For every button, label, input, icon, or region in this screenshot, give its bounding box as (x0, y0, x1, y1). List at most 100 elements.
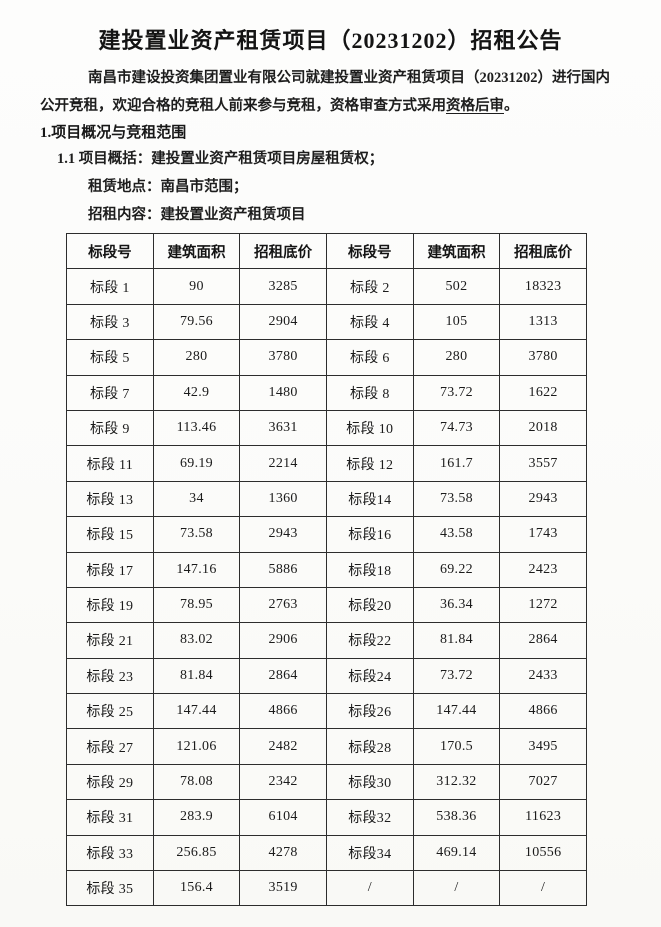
table-row: 标段 5 280 3780 标段 6 280 3780 (66, 339, 587, 376)
table-cell: 2342 (239, 763, 327, 801)
table-cell: 73.72 (412, 657, 501, 695)
table-cell: 78.95 (152, 586, 241, 624)
bid-sections-table-head: 标段号 建筑面积 招租底价 标段号 建筑面积 招租底价 (66, 232, 587, 270)
table-cell: 标段34 (325, 834, 414, 872)
table-cell: 标段 3 (66, 303, 154, 341)
table-cell: 标段16 (325, 516, 414, 553)
intro-paragraph: 南昌市建设投资集团置业有限公司就建投置业资产租赁项目（20231202）进行国内… (40, 64, 627, 120)
table-cell: 标段 9 (66, 409, 154, 447)
table-cell: 1480 (239, 374, 327, 411)
table-cell: 280 (412, 339, 501, 376)
table-cell: 11623 (499, 799, 587, 836)
table-cell: 502 (412, 268, 501, 305)
table-row: 标段 7 42.9 1480 标段 8 73.72 1622 (66, 374, 587, 411)
table-cell: 34 (152, 480, 241, 518)
table-cell: 147.44 (412, 693, 501, 730)
bid-sections-table: 标段号 建筑面积 招租底价 标段号 建筑面积 招租底价 标段 1 90 3285 标段 2 502… (66, 232, 587, 907)
table-cell: 标段 33 (66, 834, 154, 872)
table-cell: 3557 (499, 445, 587, 482)
table-cell: 73.58 (152, 516, 241, 553)
table-cell: 42.9 (152, 374, 241, 411)
table-cell: 4278 (239, 834, 327, 872)
table-cell: 2423 (499, 551, 587, 588)
table-cell: 标段18 (325, 551, 414, 588)
table-cell: 标段 11 (66, 445, 154, 482)
table-cell: / (412, 870, 501, 907)
table-cell: 2482 (239, 728, 327, 765)
table-cell: 标段 31 (66, 799, 154, 836)
table-header-cell: 标段号 (325, 232, 414, 270)
table-row: 标段 15 73.58 2943 标段16 43.58 1743 (66, 516, 587, 553)
table-cell: 3495 (499, 728, 587, 765)
table-cell: 标段14 (325, 480, 414, 518)
table-row: 标段 29 78.08 2342 标段30 312.32 7027 (66, 763, 587, 801)
table-row: 标段 13 34 1360 标段14 73.58 2943 (66, 480, 587, 518)
table-cell: 标段 4 (325, 303, 414, 341)
table-cell: 1272 (499, 586, 587, 624)
table-cell: 标段 21 (66, 622, 154, 659)
table-cell: 2214 (239, 445, 327, 482)
table-cell: 280 (152, 339, 241, 376)
table-cell: 3285 (239, 268, 327, 305)
table-cell: 标段 15 (66, 516, 154, 553)
table-cell: 标段28 (325, 728, 414, 765)
table-cell: 标段 25 (66, 693, 154, 730)
table-cell: 538.36 (412, 799, 501, 836)
table-cell: 73.72 (412, 374, 501, 411)
table-cell: 43.58 (412, 516, 501, 553)
table-cell: 256.85 (152, 834, 241, 872)
table-header-cell: 标段号 (66, 232, 154, 270)
table-cell: 2943 (499, 480, 587, 518)
table-cell: 147.44 (152, 693, 241, 730)
table-cell: 2018 (499, 409, 587, 447)
table-cell: 74.73 (412, 409, 501, 447)
table-header-row: 标段号 建筑面积 招租底价 标段号 建筑面积 招租底价 (66, 232, 587, 270)
section-1-heading: 1.项目概况与竞租范围 (40, 125, 187, 141)
table-cell: 标段 6 (325, 339, 414, 376)
table-row: 标段 17 147.16 5886 标段18 69.22 2423 (66, 551, 587, 588)
table-cell: 18323 (499, 268, 587, 305)
table-cell: 2864 (499, 622, 587, 659)
table-row: 标段 9 113.46 3631 标段 10 74.73 2018 (66, 409, 587, 447)
table-row: 标段 1 90 3285 标段 2 502 18323 (66, 268, 587, 305)
table-cell: 283.9 (152, 799, 241, 836)
table-cell: 标段26 (325, 693, 414, 730)
table-cell: 83.02 (152, 622, 241, 659)
table-cell: 4866 (239, 693, 327, 730)
table-cell: 81.84 (412, 622, 501, 659)
table-cell: 161.7 (412, 445, 501, 482)
table-cell: 2433 (499, 657, 587, 695)
table-cell: 标段 17 (66, 551, 154, 588)
qualification-review-underlined-text: 资格后审 (446, 98, 504, 114)
table-cell: 标段 8 (325, 374, 414, 411)
table-cell: 1313 (499, 303, 587, 341)
table-cell: 3780 (239, 339, 327, 376)
table-cell: 3631 (239, 409, 327, 447)
table-header-cell: 招租底价 (239, 232, 327, 270)
table-row: 标段 31 283.9 6104 标段32 538.36 11623 (66, 799, 587, 836)
table-row: 标段 25 147.44 4866 标段26 147.44 4866 (66, 693, 587, 730)
table-row: 标段 33 256.85 4278 标段34 469.14 10556 (66, 834, 587, 872)
table-cell: / (325, 870, 414, 907)
clause-lease-location: 租赁地点：南昌市范围； (88, 179, 248, 195)
table-cell: 标段32 (325, 799, 414, 836)
table-cell: 标段 10 (325, 409, 414, 447)
table-cell: 标段 2 (325, 268, 414, 305)
table-cell: 标段 27 (66, 728, 154, 765)
intro-line-2: 公开竞租，欢迎合格的竞租人前来参与竞租，资格审查方式采用资格后审。 (40, 92, 627, 120)
table-cell: 79.56 (152, 303, 241, 341)
table-cell: 78.08 (152, 763, 241, 801)
table-cell: 1360 (239, 480, 327, 518)
table-cell: 标段 7 (66, 374, 154, 411)
table-cell: 69.19 (152, 445, 241, 482)
table-cell: 7027 (499, 763, 587, 801)
table-header-cell: 招租底价 (499, 232, 587, 270)
table-header-cell: 建筑面积 (412, 232, 501, 270)
table-cell: 10556 (499, 834, 587, 872)
table-cell: 105 (412, 303, 501, 341)
table-cell: 73.58 (412, 480, 501, 518)
table-cell: 113.46 (152, 409, 241, 447)
table-cell: 36.34 (412, 586, 501, 624)
table-cell: 标段 29 (66, 763, 154, 801)
